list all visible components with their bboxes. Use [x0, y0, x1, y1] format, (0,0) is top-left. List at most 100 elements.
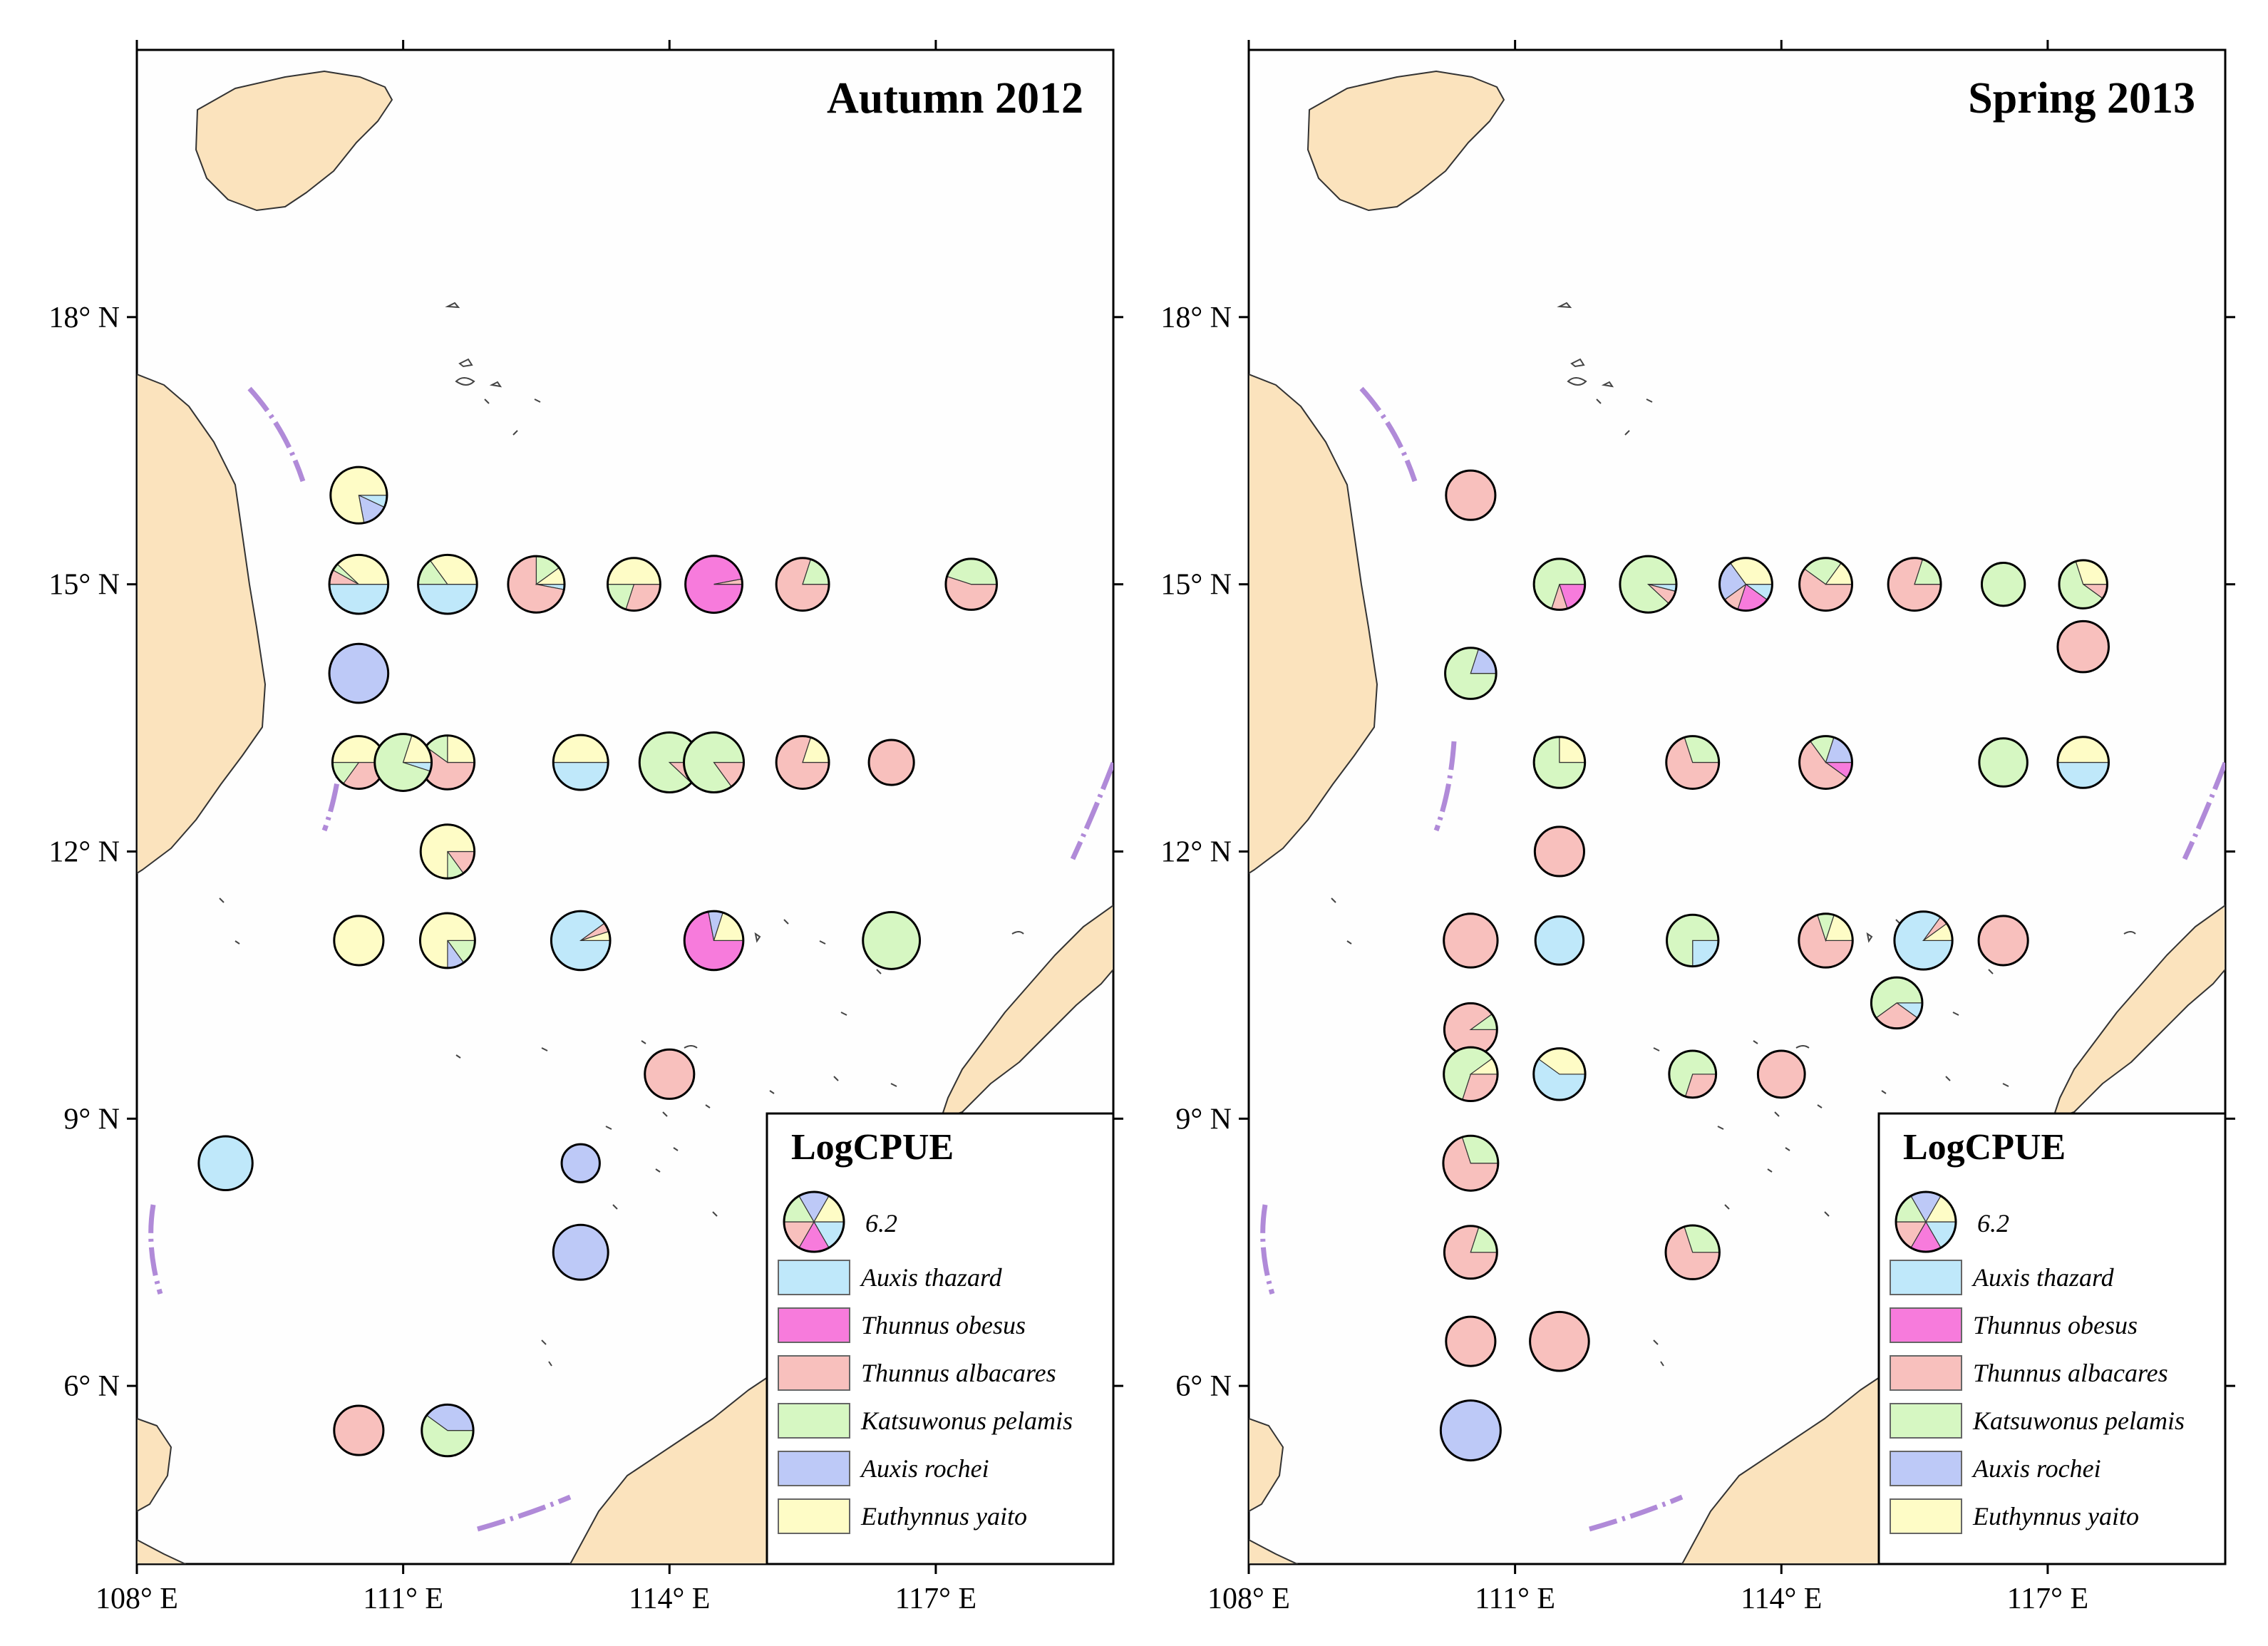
pie-outline — [2058, 559, 2108, 609]
station-pie — [1532, 736, 1587, 789]
axis-ticks: 108° E 111° E 114° E 117° E 6° N 9° N 12° N 15°… — [48, 40, 1123, 1615]
x-tick-label: 111° E — [363, 1583, 443, 1615]
station-pie — [1444, 647, 1498, 700]
legend-label: Thunnus albacares — [861, 1359, 1056, 1387]
station-pie — [1532, 557, 1587, 611]
station-pie — [421, 1403, 475, 1458]
pie-outline — [1977, 915, 2029, 967]
legend-swatch-pelamis — [778, 1403, 850, 1439]
station-pie — [606, 557, 661, 612]
station-pie — [418, 912, 476, 969]
pie-outline — [1445, 1315, 1497, 1367]
station-pie — [197, 1135, 254, 1191]
boundary-line — [477, 1494, 572, 1532]
legend-entries: Auxis thazard Thunnus obesus Thunnus albac… — [778, 1260, 1073, 1534]
pie-outline — [1798, 735, 1854, 790]
station-pie — [1718, 557, 1773, 612]
legend-size-value: 6.2 — [1977, 1209, 2009, 1238]
pie-outline — [197, 1135, 254, 1191]
legend-swatch-albacares — [778, 1355, 850, 1391]
y-tick-label: 15° N — [1160, 569, 1232, 602]
station-pie — [684, 555, 743, 614]
station-pie — [1445, 469, 1497, 521]
land-malay-peninsula — [137, 1418, 172, 1512]
legend-title: LogCPUE — [791, 1127, 954, 1168]
station-pie — [1442, 1134, 1500, 1192]
pie-outline — [683, 731, 746, 794]
station-pie — [507, 555, 566, 614]
land-se-corner — [137, 1539, 186, 1564]
legend-swatch-pelamis — [1890, 1403, 1962, 1439]
pie-outline — [1895, 1190, 1957, 1253]
pie-outline — [684, 555, 743, 614]
station-pie — [333, 1404, 385, 1456]
station-pie — [417, 553, 478, 615]
basemap — [1249, 71, 2225, 1564]
land-hainan — [195, 71, 393, 211]
pie-outline — [2056, 619, 2110, 674]
station-pie — [1668, 1049, 1718, 1099]
legend-label: Auxis rochei — [1971, 1454, 2101, 1483]
pie-outline — [683, 910, 745, 972]
legend-label: Auxis thazard — [860, 1263, 1003, 1292]
legend-swatch-albacares — [1890, 1355, 1962, 1391]
pie-outline — [1529, 1310, 1590, 1372]
pie-outline — [862, 910, 922, 970]
station-pie — [1756, 1049, 1806, 1099]
station-pie — [2056, 736, 2110, 789]
station-pie — [1666, 913, 1720, 968]
panel-title: Spring 2013 — [1968, 74, 2195, 123]
station-pie — [1664, 1224, 1721, 1280]
pie-outline — [1533, 825, 1585, 878]
basemap — [137, 71, 1113, 1564]
station-pie — [775, 735, 830, 790]
boundary-line — [1070, 761, 1113, 860]
legend-swatch-yaito — [1890, 1498, 1962, 1534]
station-pie — [2058, 559, 2108, 609]
legend: LogCPUE 6.2 Auxis thazard Thunnus obesus T… — [766, 1112, 1115, 1565]
pie-outline — [1443, 912, 1499, 969]
legend-label: Auxis thazard — [1971, 1263, 2115, 1292]
pie-outline — [2056, 736, 2110, 789]
land-hainan — [1307, 71, 1505, 211]
station-pie — [1534, 915, 1585, 966]
pie-outline — [775, 557, 830, 612]
map-panel-autumn-2012: Autumn 2012 108° E 111° E 114° E 117° E 6° N… — [48, 40, 1123, 1615]
land-vietnam — [1249, 374, 1378, 874]
station-pie — [419, 823, 476, 880]
station-pie — [1533, 825, 1585, 878]
pie-outline — [1619, 555, 1678, 614]
pie-outline — [552, 1223, 609, 1281]
pie-outline — [944, 557, 999, 611]
x-tick-label: 108° E — [96, 1583, 178, 1615]
legend: LogCPUE 6.2 Auxis thazard Thunnus obesus T… — [1877, 1112, 2227, 1565]
y-tick-label: 12° N — [48, 835, 120, 868]
station-pies — [1439, 469, 2110, 1462]
y-tick-label: 18° N — [48, 302, 120, 334]
station-pie — [1798, 557, 1854, 612]
station-pie — [328, 553, 390, 615]
station-pie — [1798, 912, 1854, 969]
pie-outline — [1870, 976, 1924, 1030]
pie-outline — [783, 1190, 845, 1253]
pie-outline — [328, 553, 390, 615]
station-pies — [197, 465, 999, 1458]
legend-label: Katsuwonus pelamis — [1972, 1406, 2185, 1435]
station-pie — [333, 915, 385, 967]
station-pie — [1443, 912, 1499, 969]
station-pie — [550, 910, 612, 972]
pie-outline — [775, 735, 830, 790]
station-pie — [867, 739, 915, 786]
legend-swatch-obesus — [1890, 1307, 1962, 1343]
pie-outline — [1980, 561, 2026, 607]
x-tick-label: 114° E — [629, 1583, 710, 1615]
pie-outline — [1665, 735, 1721, 790]
pie-outline — [1442, 1134, 1500, 1192]
pie-outline — [867, 739, 915, 786]
pie-outline — [1443, 1225, 1498, 1280]
boundary-line — [2182, 761, 2225, 860]
boundary-line — [1433, 741, 1457, 832]
pie-outline — [1443, 1046, 1499, 1103]
legend-swatch-thazard — [778, 1260, 850, 1295]
